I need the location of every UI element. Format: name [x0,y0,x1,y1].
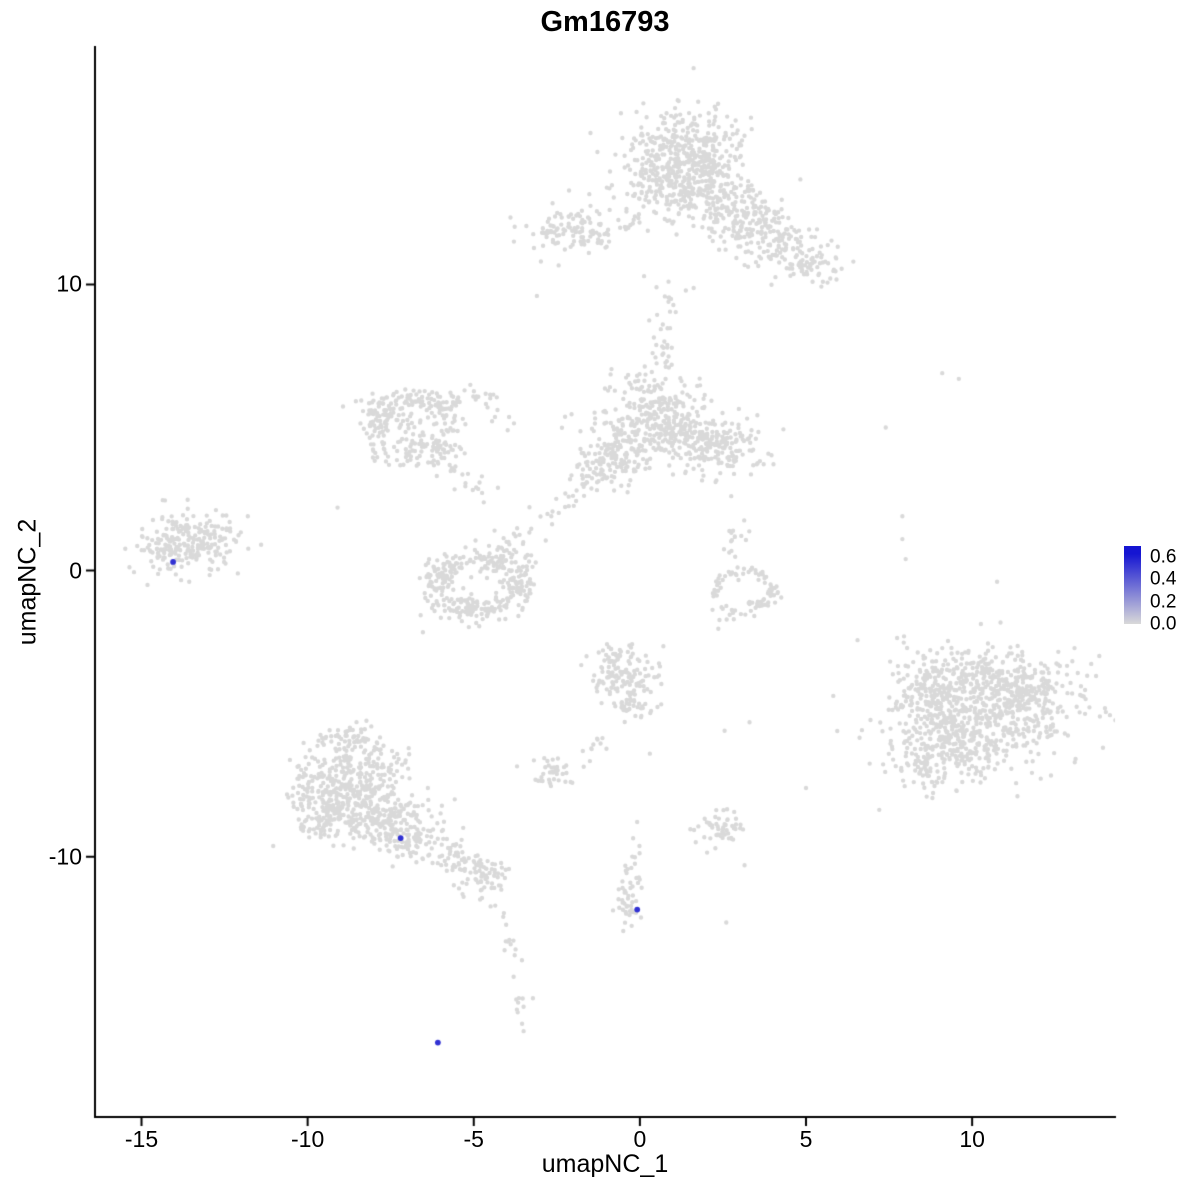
x-axis-title: umapNC_1 [541,1150,669,1178]
y-axis-title: umapNC_2 [13,518,42,646]
plot-title: Gm16793 [540,6,670,38]
